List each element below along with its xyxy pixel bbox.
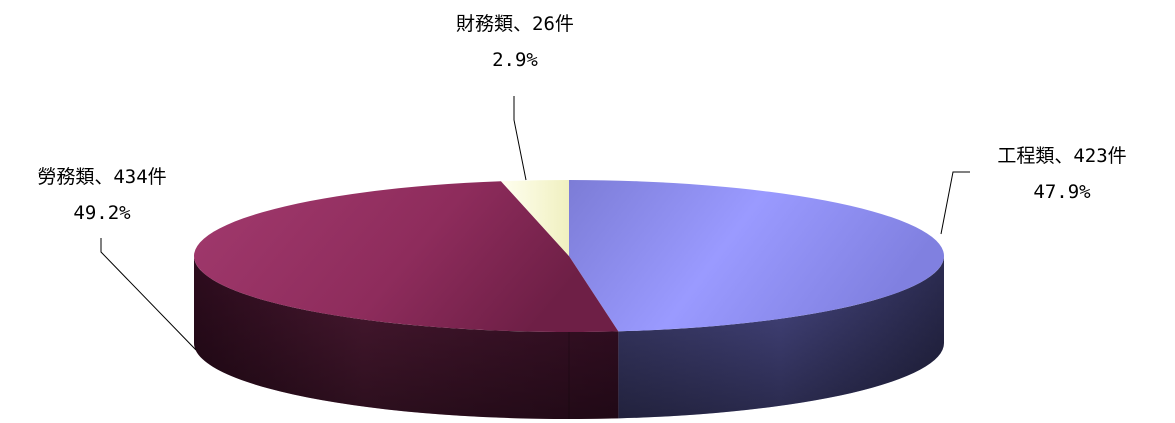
pie-side-shade-勞務類 xyxy=(194,256,619,419)
leader-line-工程類 xyxy=(940,171,970,235)
pie-slice-工程類 xyxy=(569,180,945,332)
slice-percent-工程類: 47.9% xyxy=(1033,181,1091,203)
slice-percent-勞務類: 49.2% xyxy=(73,202,131,224)
leader-line-財務類 xyxy=(513,96,527,181)
pie-side-shade-工程類 xyxy=(618,256,945,419)
pie-slice-勞務類 xyxy=(193,181,619,332)
pie-tops xyxy=(193,180,945,332)
slice-label-財務類: 財務類、26件 xyxy=(456,13,574,35)
slice-percent-財務類: 2.9% xyxy=(492,49,538,71)
pie-leaders xyxy=(100,96,970,351)
pie-sides xyxy=(194,256,945,419)
slice-label-勞務類: 勞務類、434件 xyxy=(37,166,166,188)
leader-line-勞務類 xyxy=(100,238,197,351)
pie-labels: 工程類、423件 47.9% 勞務類、434件 49.2% 財務類、26件 2.9% xyxy=(37,13,1126,224)
slice-label-工程類: 工程類、423件 xyxy=(997,145,1126,167)
pie-slice-財務類 xyxy=(501,180,569,256)
